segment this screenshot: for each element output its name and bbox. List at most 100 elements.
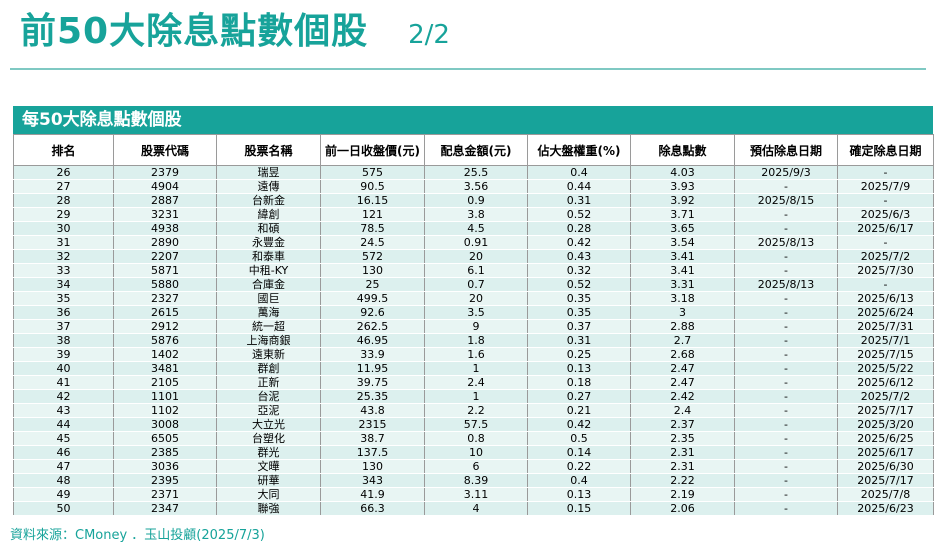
points-cell: 2.47 bbox=[630, 375, 735, 390]
name-cell: 遠傳 bbox=[216, 179, 321, 194]
prev-close-cell: 66.3 bbox=[320, 501, 425, 516]
dividend-cell: 0.9 bbox=[424, 193, 528, 208]
name-cell: 瑞昱 bbox=[216, 165, 321, 180]
dividend-cell: 1 bbox=[424, 361, 528, 376]
table-row: 26 2379 瑞昱 575 25.5 0.4 4.03 2025/9/3- bbox=[13, 165, 934, 180]
prev-close-cell: 262.5 bbox=[320, 319, 425, 334]
rank-cell: 46 bbox=[13, 445, 114, 460]
points-cell: 2.06 bbox=[630, 501, 735, 516]
dividend-cell: 20 bbox=[424, 291, 528, 306]
rank-cell: 37 bbox=[13, 319, 114, 334]
title-divider bbox=[10, 68, 926, 70]
est-date-cell: - bbox=[734, 417, 838, 432]
rank-cell: 38 bbox=[13, 333, 114, 348]
name-cell: 群創 bbox=[216, 361, 321, 376]
code-cell: 5880 bbox=[113, 277, 217, 292]
weight-cell: 0.44 bbox=[527, 179, 631, 194]
name-cell: 台新金 bbox=[216, 193, 321, 208]
est-date-cell: - bbox=[734, 487, 838, 502]
dividend-cell: 0.8 bbox=[424, 431, 528, 446]
est-date-cell: - bbox=[734, 263, 838, 278]
name-cell: 緯創 bbox=[216, 207, 321, 222]
code-cell: 3036 bbox=[113, 459, 217, 474]
est-date-cell: 2025/8/13 bbox=[734, 235, 838, 250]
code-cell: 2912 bbox=[113, 319, 217, 334]
name-cell: 合庫金 bbox=[216, 277, 321, 292]
confirmed-date-cell: 2025/7/2 bbox=[837, 249, 934, 264]
dividend-cell: 0.91 bbox=[424, 235, 528, 250]
code-cell: 2385 bbox=[113, 445, 217, 460]
name-cell: 聯強 bbox=[216, 501, 321, 516]
rank-cell: 35 bbox=[13, 291, 114, 306]
column-header-code: 股票代碼 bbox=[113, 134, 217, 166]
code-cell: 2615 bbox=[113, 305, 217, 320]
code-cell: 6505 bbox=[113, 431, 217, 446]
name-cell: 中租-KY bbox=[216, 263, 321, 278]
name-cell: 和碩 bbox=[216, 221, 321, 236]
weight-cell: 0.52 bbox=[527, 277, 631, 292]
rank-cell: 27 bbox=[13, 179, 114, 194]
code-cell: 4904 bbox=[113, 179, 217, 194]
code-cell: 2379 bbox=[113, 165, 217, 180]
table-row: 28 2887 台新金 16.15 0.9 0.31 3.92 2025/8/15- bbox=[13, 193, 934, 208]
name-cell: 文曄 bbox=[216, 459, 321, 474]
code-cell: 2371 bbox=[113, 487, 217, 502]
dividend-cell: 8.39 bbox=[424, 473, 528, 488]
table-row: 40 3481 群創 11.95 1 0.13 2.47-2025/5/22 bbox=[13, 361, 934, 376]
points-cell: 2.7 bbox=[630, 333, 735, 348]
table-row: 29 3231 緯創 121 3.8 0.52 3.71-2025/6/3 bbox=[13, 207, 934, 222]
prev-close-cell: 130 bbox=[320, 459, 425, 474]
weight-cell: 0.22 bbox=[527, 459, 631, 474]
source-note: 資料來源：CMoney ．玉山投顧(2025/7/3) bbox=[10, 528, 265, 543]
confirmed-date-cell: 2025/6/3 bbox=[837, 207, 934, 222]
dividend-cell: 3.11 bbox=[424, 487, 528, 502]
code-cell: 1101 bbox=[113, 389, 217, 404]
table-row: 48 2395 研華 343 8.39 0.4 2.22-2025/7/17 bbox=[13, 473, 934, 488]
points-cell: 3 bbox=[630, 305, 735, 320]
est-date-cell: - bbox=[734, 305, 838, 320]
code-cell: 3008 bbox=[113, 417, 217, 432]
est-date-cell: - bbox=[734, 445, 838, 460]
weight-cell: 0.15 bbox=[527, 501, 631, 516]
prev-close-cell: 11.95 bbox=[320, 361, 425, 376]
points-cell: 2.37 bbox=[630, 417, 735, 432]
column-header-confirmed-date: 確定除息日期 bbox=[837, 134, 934, 166]
weight-cell: 0.31 bbox=[527, 333, 631, 348]
rank-cell: 48 bbox=[13, 473, 114, 488]
name-cell: 正新 bbox=[216, 375, 321, 390]
prev-close-cell: 121 bbox=[320, 207, 425, 222]
dividend-cell: 20 bbox=[424, 249, 528, 264]
weight-cell: 0.27 bbox=[527, 389, 631, 404]
prev-close-cell: 33.9 bbox=[320, 347, 425, 362]
code-cell: 4938 bbox=[113, 221, 217, 236]
dividend-cell: 25.5 bbox=[424, 165, 528, 180]
table-row: 38 5876 上海商銀 46.95 1.8 0.31 2.7-2025/7/1 bbox=[13, 333, 934, 348]
weight-cell: 0.28 bbox=[527, 221, 631, 236]
weight-cell: 0.31 bbox=[527, 193, 631, 208]
confirmed-date-cell: 2025/6/17 bbox=[837, 445, 934, 460]
code-cell: 3231 bbox=[113, 207, 217, 222]
est-date-cell: - bbox=[734, 249, 838, 264]
dividend-cell: 57.5 bbox=[424, 417, 528, 432]
name-cell: 研華 bbox=[216, 473, 321, 488]
weight-cell: 0.4 bbox=[527, 165, 631, 180]
weight-cell: 0.35 bbox=[527, 305, 631, 320]
prev-close-cell: 92.6 bbox=[320, 305, 425, 320]
dividend-cell: 10 bbox=[424, 445, 528, 460]
rank-cell: 32 bbox=[13, 249, 114, 264]
confirmed-date-cell: 2025/7/31 bbox=[837, 319, 934, 334]
est-date-cell: - bbox=[734, 389, 838, 404]
prev-close-cell: 25.35 bbox=[320, 389, 425, 404]
points-cell: 3.93 bbox=[630, 179, 735, 194]
dividend-cell: 0.7 bbox=[424, 277, 528, 292]
confirmed-date-cell: 2025/3/20 bbox=[837, 417, 934, 432]
table-row: 49 2371 大同 41.9 3.11 0.13 2.19-2025/7/8 bbox=[13, 487, 934, 502]
confirmed-date-cell: 2025/7/15 bbox=[837, 347, 934, 362]
prev-close-cell: 41.9 bbox=[320, 487, 425, 502]
prev-close-cell: 499.5 bbox=[320, 291, 425, 306]
code-cell: 5876 bbox=[113, 333, 217, 348]
prev-close-cell: 16.15 bbox=[320, 193, 425, 208]
weight-cell: 0.37 bbox=[527, 319, 631, 334]
rank-cell: 45 bbox=[13, 431, 114, 446]
code-cell: 2887 bbox=[113, 193, 217, 208]
